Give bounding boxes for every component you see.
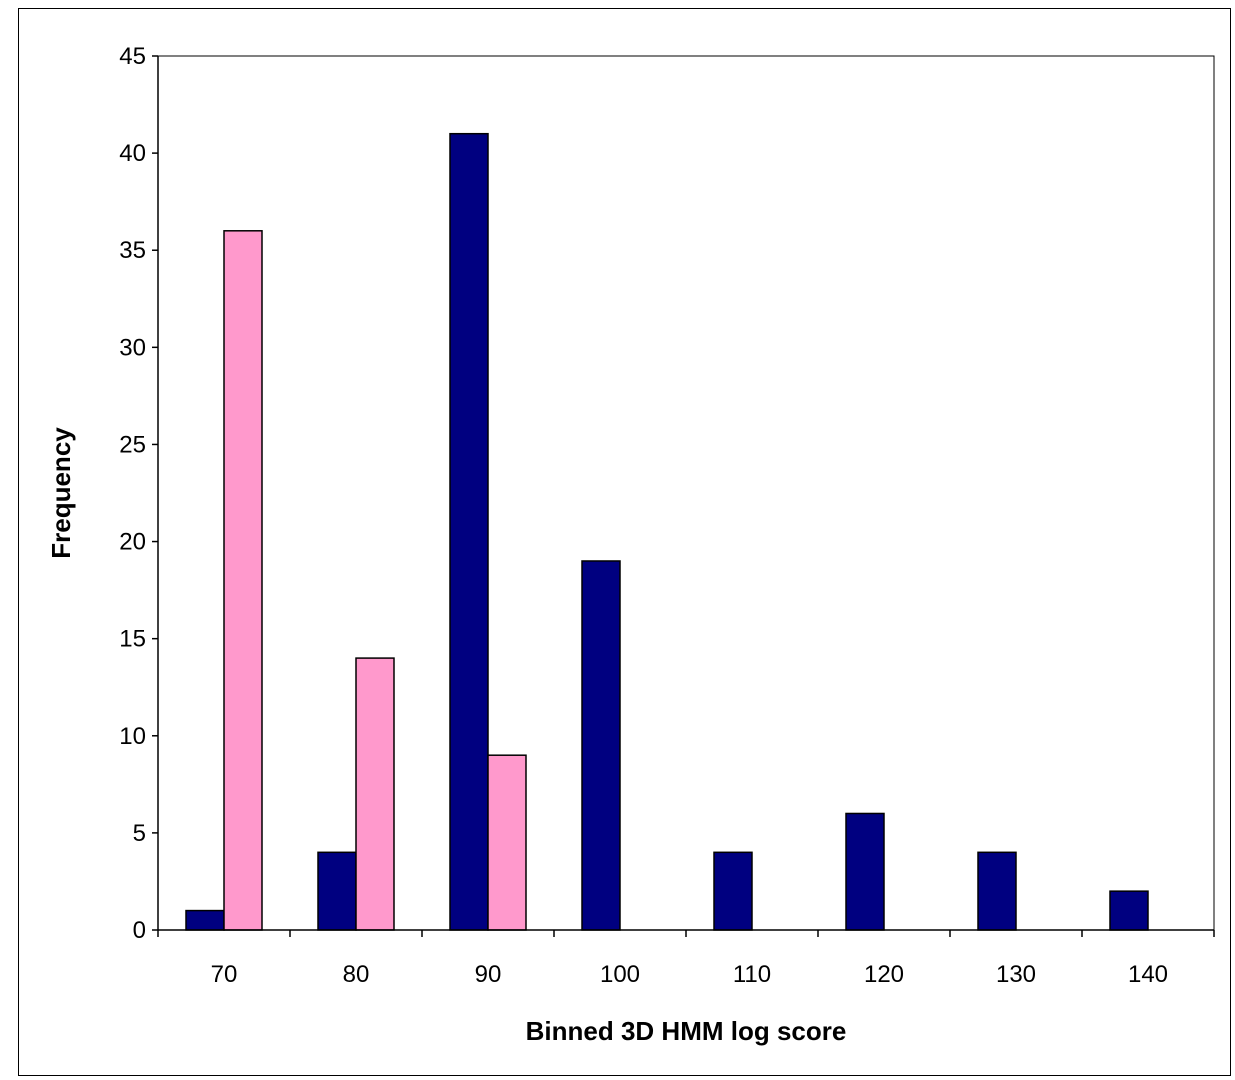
- bar-series1-110: [713, 851, 753, 931]
- bars-group: [185, 132, 1149, 931]
- x-tick-label-90: 90: [475, 961, 502, 988]
- y-tick-label-20: 20: [119, 529, 146, 556]
- x-tick-label-100: 100: [600, 961, 640, 988]
- bar-series2-80: [355, 657, 395, 931]
- bar-series1-120: [845, 812, 885, 931]
- plot-area: [157, 55, 1215, 931]
- y-tick-label-35: 35: [119, 237, 146, 264]
- y-tick-label-45: 45: [119, 43, 146, 70]
- x-tick-label-140: 140: [1128, 961, 1168, 988]
- x-tick-label-80: 80: [343, 961, 370, 988]
- bar-series1-130: [977, 851, 1017, 931]
- bar-series2-70: [223, 230, 263, 931]
- y-tick-label-5: 5: [133, 820, 146, 847]
- x-tick-label-130: 130: [996, 961, 1036, 988]
- y-tick-label-30: 30: [119, 334, 146, 361]
- bar-series2-90: [487, 754, 527, 931]
- x-tick-label-110: 110: [733, 961, 771, 988]
- y-tick-label-10: 10: [119, 723, 146, 750]
- x-tick-label-120: 120: [864, 961, 904, 988]
- bar-series1-140: [1109, 890, 1149, 931]
- y-tick-label-40: 40: [119, 140, 146, 167]
- y-tick-label-0: 0: [133, 917, 146, 944]
- y-tick-label-25: 25: [119, 431, 146, 458]
- y-tick-label-15: 15: [119, 626, 146, 653]
- bar-series1-80: [317, 851, 357, 931]
- x-axis-title: Binned 3D HMM log score: [526, 1016, 847, 1046]
- bar-series1-100: [581, 560, 621, 931]
- bar-series1-70: [185, 909, 225, 931]
- bar-series1-90: [449, 132, 489, 931]
- x-tick-label-70: 70: [211, 961, 238, 988]
- y-axis-title: Frequency: [46, 427, 76, 559]
- axes-group: 0 5 10 15 20 25 30 35 40 45 70 80 90 100 110 120 130 140: [119, 43, 1215, 988]
